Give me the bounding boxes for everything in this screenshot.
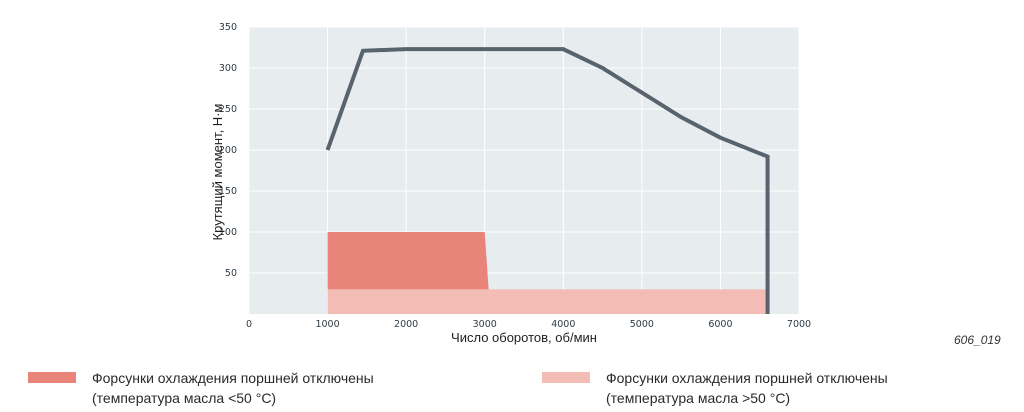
x-tick-label: 4000 xyxy=(551,319,575,330)
y-tick-label: 50 xyxy=(225,268,237,279)
legend-swatch-warm xyxy=(542,372,590,383)
legend-line1: Форсунки охлаждения поршней отключены xyxy=(92,370,374,386)
y-tick-label: 100 xyxy=(219,227,237,238)
legend-swatch-cold xyxy=(28,372,76,383)
x-tick-label: 2000 xyxy=(394,319,418,330)
zone-cold-oil xyxy=(327,232,489,314)
x-tick-label: 3000 xyxy=(473,319,497,330)
x-tick-label: 6000 xyxy=(708,319,732,330)
x-tick-labels: 0 1000 2000 3000 4000 5000 6000 7000 xyxy=(246,319,811,330)
y-tick-label: 150 xyxy=(219,186,237,197)
legend-text-cold: Форсунки охлаждения поршней отключены (т… xyxy=(92,368,374,408)
legend-line2: (температура масла >50 °C) xyxy=(606,390,791,406)
legend-text-warm: Форсунки охлаждения поршней отключены (т… xyxy=(606,368,888,408)
figure-id: 606_019 xyxy=(954,333,1001,347)
operating-zones xyxy=(327,232,768,314)
y-tick-label: 350 xyxy=(219,22,237,33)
torque-line xyxy=(325,47,770,314)
x-tick-label: 5000 xyxy=(630,319,654,330)
y-axis-label: Крутящий момент, Н·м xyxy=(210,103,225,240)
legend-line1: Форсунки охлаждения поршней отключены xyxy=(606,370,888,386)
y-tick-label: 300 xyxy=(219,63,237,74)
x-tick-label: 7000 xyxy=(787,319,811,330)
x-axis-label: Число оборотов, об/мин xyxy=(451,330,597,345)
x-tick-label: 0 xyxy=(246,319,252,330)
y-tick-labels: 50 100 150 200 250 300 350 xyxy=(219,22,237,279)
x-tick-label: 1000 xyxy=(315,319,339,330)
torque-curve xyxy=(325,47,770,314)
y-tick-label: 200 xyxy=(219,145,237,156)
legend-item-warm: Форсунки охлаждения поршней отключены (т… xyxy=(542,368,888,408)
torque-chart: 0 1000 2000 3000 4000 5000 6000 7000 50 100 150 20… xyxy=(210,22,811,345)
zone-warm-oil xyxy=(327,289,768,314)
legend-item-cold: Форсунки охлаждения поршней отключены (т… xyxy=(28,368,374,408)
y-tick-label: 250 xyxy=(219,104,237,115)
legend-line2: (температура масла <50 °C) xyxy=(92,390,277,406)
